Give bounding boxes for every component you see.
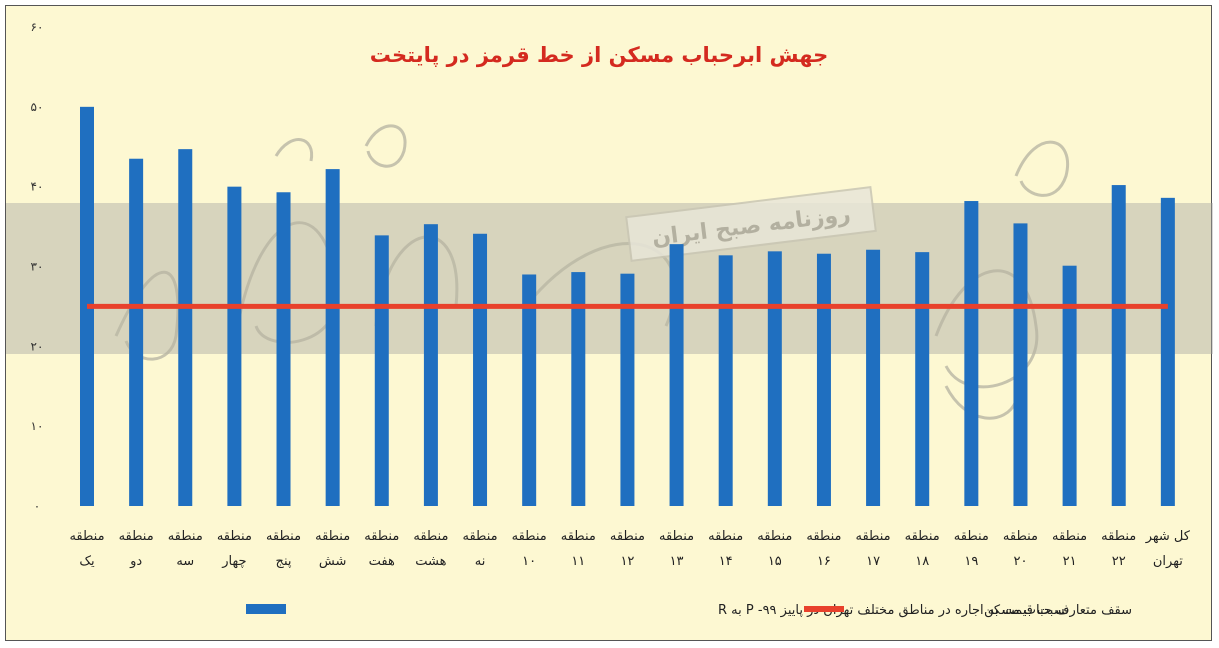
x-tick-label: ۱۷ [866,554,880,569]
y-tick-label: ۰ [34,499,40,513]
bar [1160,197,1175,507]
x-tick-label: منطقه [757,529,792,544]
x-tick-label: منطقه [905,529,940,544]
x-tick-label: سه [176,554,194,569]
bar [522,274,537,506]
x-tick-label: هفت [369,554,395,569]
bar [1111,185,1126,506]
x-tick-label: ۱۵ [768,554,782,569]
x-tick-label: منطقه [610,529,645,544]
x-tick-label: منطقه [1101,529,1136,544]
x-tick-label: ۱۳ [670,554,684,569]
bar-chart: روزنامه صبح ایران جهش ابرحباب مسکن از خط… [6,20,1213,618]
x-tick-label: ۱۸ [915,554,929,569]
bar [129,158,144,506]
x-tick-label: یک [79,554,95,569]
x-tick-label: دو [129,554,142,569]
y-axis-ticks: ۰ ۱۰ ۲۰ ۳۰ ۴۰ ۵۰ ۶۰ [31,20,44,513]
x-tick-label: کل شهر [1145,529,1191,544]
x-tick-label: ۱۴ [719,554,733,569]
x-tick-label: منطقه [1052,529,1087,544]
chart-title: جهش ابرحباب مسکن از خط قرمز در پایتخت [370,43,828,67]
x-tick-label: پنج [276,554,292,569]
bar [620,273,635,506]
x-tick-label: منطقه [708,529,743,544]
x-tick-label: منطقه [364,529,399,544]
bar [767,251,782,506]
bar [325,169,340,506]
bar [571,272,586,506]
y-tick-label: ۶۰ [31,20,44,34]
x-tick-label: تهران [1153,554,1183,569]
legend: نسبت قیمت به اجاره در مناطق مختلف تهران … [246,603,1132,618]
bar [276,192,291,506]
y-tick-label: ۱۰ [31,419,44,433]
x-tick-label: هشت [415,554,446,569]
x-tick-label: منطقه [856,529,891,544]
x-tick-label: منطقه [512,529,547,544]
y-tick-label: ۳۰ [31,260,44,274]
x-axis-labels: منطقه یک منطقه دو منطقه سه منطقه چهار منطقه پنج من… [69,529,1190,569]
legend-swatch-bar [246,604,286,614]
bar [374,235,389,507]
watermark-band [6,203,1213,354]
watermark: روزنامه صبح ایران [6,124,1213,420]
x-tick-label: نه [475,554,486,569]
x-tick-label: منطقه [954,529,989,544]
x-tick-label: ۲۰ [1013,554,1027,569]
x-tick-label: ۱۰ [522,554,536,569]
bar [1013,223,1028,506]
x-tick-label: ۱۶ [817,554,831,569]
x-tick-label: منطقه [806,529,841,544]
bar [866,249,881,507]
x-tick-label: شش [319,554,346,569]
x-tick-label: منطقه [462,529,497,544]
x-tick-label: منطقه [168,529,203,544]
x-tick-label: منطقه [266,529,301,544]
x-tick-label: منطقه [119,529,154,544]
x-tick-label: منطقه [217,529,252,544]
x-tick-label: ۱۱ [571,554,585,569]
bar [178,149,193,506]
bar [227,186,242,506]
x-tick-label: منطقه [413,529,448,544]
bar [964,201,979,506]
bar [718,255,733,506]
x-tick-label: ۲۲ [1112,554,1126,569]
x-tick-label: منطقه [659,529,694,544]
x-tick-label: منطقه [1003,529,1038,544]
x-tick-label: چهار [221,554,246,569]
watermark-label-box [625,186,877,262]
bar [1062,265,1077,506]
bar [473,233,488,507]
y-tick-label: ۵۰ [31,100,44,114]
x-tick-label: منطقه [315,529,350,544]
legend-swatch-line [804,606,844,612]
bar [915,252,930,506]
y-tick-label: ۲۰ [31,339,44,353]
bar [423,224,438,506]
bar [669,244,684,506]
bar [816,253,831,506]
x-tick-label: منطقه [561,529,596,544]
legend-label-line: سقف متعارف حباب مسکن [984,603,1132,618]
x-tick-label: ۲۱ [1063,554,1077,569]
x-tick-label: منطقه [69,529,104,544]
x-tick-label: ۱۹ [964,554,978,569]
x-tick-label: ۱۲ [620,554,634,569]
chart-frame: روزنامه صبح ایران جهش ابرحباب مسکن از خط… [5,5,1213,641]
y-tick-label: ۴۰ [31,180,44,194]
